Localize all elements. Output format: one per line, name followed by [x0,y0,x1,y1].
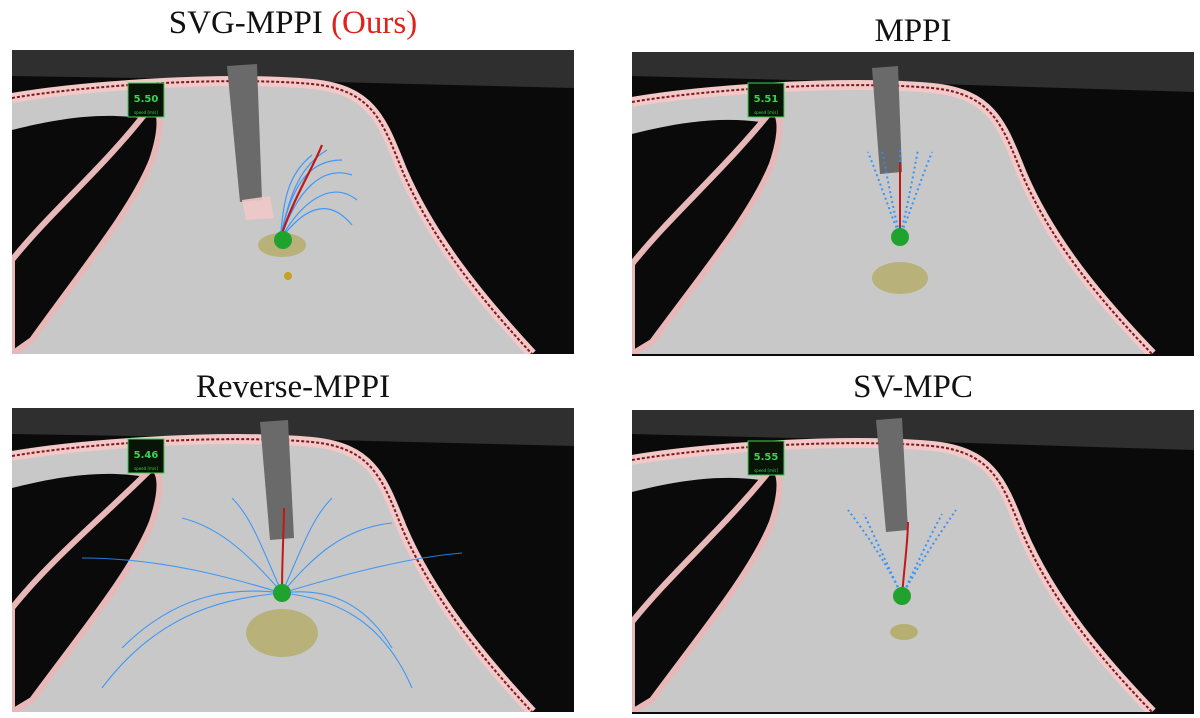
nominal-path [281,507,285,594]
obstacle-pillar [872,66,902,174]
scene-reverse-mppi: 5.46 speed [m/s] [12,408,574,712]
speed-hud-frame [127,82,165,118]
speed-hud: 5.46 speed [m/s] [127,438,165,474]
speed-hud-frame [747,82,785,118]
speed-hud-frame [127,438,165,474]
goal-marker [284,272,292,280]
inner-wall [632,106,783,354]
covariance-ellipse [890,624,918,640]
speed-value: 5.46 [134,450,159,461]
sky-wall [632,52,1194,92]
speed-unit-label: speed [m/s] [134,110,158,115]
inner-wall [12,101,163,354]
track-boundary [632,442,1153,712]
speed-value: 5.51 [754,94,779,105]
panel-title-mppi: MPPI [632,12,1194,50]
panel-title-text: SV-MPC [853,369,973,405]
obstacle-pillar [876,418,908,532]
speed-value: 5.50 [134,94,159,105]
covariance-ellipse [872,262,928,294]
panel-mppi: 5.51 speed [m/s] [632,52,1194,356]
speed-hud: 5.55 speed [m/s] [747,440,785,476]
speed-unit-label: speed [m/s] [754,110,778,115]
covariance-ellipse [246,609,318,657]
speed-value: 5.55 [754,452,779,463]
panel-title-text: SVG-MPPI [168,5,323,41]
scene-mppi: 5.51 speed [m/s] [632,52,1194,354]
panel-title-ours-tag: (Ours) [331,5,418,41]
track-boundary [632,84,1153,354]
robot-icon [273,584,291,602]
sky-wall [12,408,574,446]
panel-title-text: Reverse-MPPI [195,369,391,405]
panel-title-sv-mpc: SV-MPC [632,368,1194,406]
panel-title-reverse-mppi: Reverse-MPPI [12,368,574,406]
robot-icon [274,231,292,249]
speed-hud-frame [747,440,785,476]
panel-title-svg-mppi: SVG-MPPI (Ours) [12,4,574,42]
obstacle-pillar [260,420,294,540]
scene-sv-mpc: 5.55 speed [m/s] [632,410,1194,712]
scene-svg-mppi: 5.50 speed [m/s] [12,50,574,354]
speed-hud: 5.50 speed [m/s] [127,82,165,118]
obstacle-pillar [227,64,262,202]
nominal-path [278,144,324,241]
sampled-trajectories [847,509,957,597]
panel-sv-mpc: 5.55 speed [m/s] [632,410,1194,714]
sky-wall [12,50,574,88]
panel-svg-mppi: 5.50 speed [m/s] [12,50,574,354]
sampled-trajectories [81,497,463,689]
sky-wall [632,410,1194,450]
speed-unit-label: speed [m/s] [754,468,778,473]
panel-title-text: MPPI [874,13,952,49]
robot-icon [891,228,909,246]
robot-icon [893,587,911,605]
inner-wall [12,464,163,712]
obstacle-inflation [242,196,274,220]
speed-hud: 5.51 speed [m/s] [747,82,785,118]
panel-reverse-mppi: 5.46 speed [m/s] [12,408,574,712]
inner-wall [632,464,783,712]
speed-unit-label: speed [m/s] [134,466,158,471]
